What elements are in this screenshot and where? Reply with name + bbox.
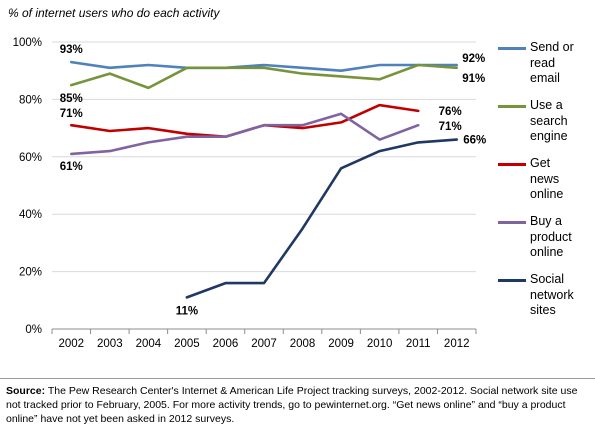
series-line-1 [70,63,459,90]
line-chart: 0% 20% 40% 60% 80% 100% 2002 2003 2004 2005 2006 20… [13,37,487,350]
x-tick-label: 2006 [213,338,239,350]
series-line-3 [70,112,420,156]
y-tick-label: 80% [19,94,42,106]
footnote-text: The Pew Research Center's Internet & Ame… [6,385,578,425]
legend-label-line: search [530,113,568,128]
legend-label-line: Send or [530,40,574,54]
legend-label-line: Social [530,272,565,286]
legend-label-line: read [530,55,556,70]
x-tick-label: 2008 [290,338,316,350]
data-label: 93% [60,44,83,56]
chart-subtitle: % of internet users who do each activity [8,6,220,20]
x-tick-label: 2003 [97,338,123,350]
legend-label-line: Buy a [530,214,562,228]
y-tick-label: 60% [19,152,42,164]
legend-label: Social network sites [530,272,590,319]
legend-swatch [498,279,526,282]
y-tick-label: 20% [19,267,42,279]
data-label: 85% [60,93,83,105]
data-label: 71% [60,108,83,120]
x-tick-label: 2002 [58,338,84,350]
x-tick-label: 2012 [444,338,470,350]
legend-label-line: network [530,287,574,302]
data-label: 91% [462,73,485,85]
divider [0,378,595,379]
y-tick-label: 40% [19,209,42,221]
x-tick-label: 2010 [367,338,393,350]
legend-label: Send or read email [530,40,590,87]
legend-label-line: product [530,229,572,244]
legend-label: Use a search engine [530,98,590,145]
data-label: 92% [462,53,485,65]
series-line-4 [185,138,459,299]
legend-label-line: Get [530,156,551,170]
legend-swatch [498,47,526,50]
series-line-0 [70,60,459,72]
y-tick-label: 100% [13,37,42,49]
x-tick-label: 2005 [174,338,200,350]
x-tick-label: 2011 [406,338,431,350]
legend-label-line: news [530,171,560,186]
legend-label-line: email [530,71,560,85]
legend-swatch [498,221,526,224]
x-tick-label: 2009 [328,338,354,350]
legend-swatch [498,105,526,108]
footnote-source-label: Source: [6,385,46,397]
legend-label-line: Use a [530,98,563,112]
data-label: 76% [439,106,462,118]
legend-label-line: engine [530,129,568,143]
source-footnote: Source: The Pew Research Center's Intern… [6,385,591,426]
data-label: 61% [60,161,83,173]
legend-label-line: online [530,187,564,201]
x-tick-label: 2004 [136,338,162,350]
x-tick-label: 2007 [251,338,277,350]
data-label: 66% [463,135,486,147]
y-tick-label: 0% [25,324,42,336]
data-label: 71% [439,121,462,133]
legend-label: Buy a product online [530,214,590,261]
data-label: 11% [176,305,198,317]
legend-label-line: online [530,245,564,259]
legend-label: Get news online [530,156,590,203]
legend-label-line: sites [530,303,556,317]
legend-swatch [498,163,526,166]
